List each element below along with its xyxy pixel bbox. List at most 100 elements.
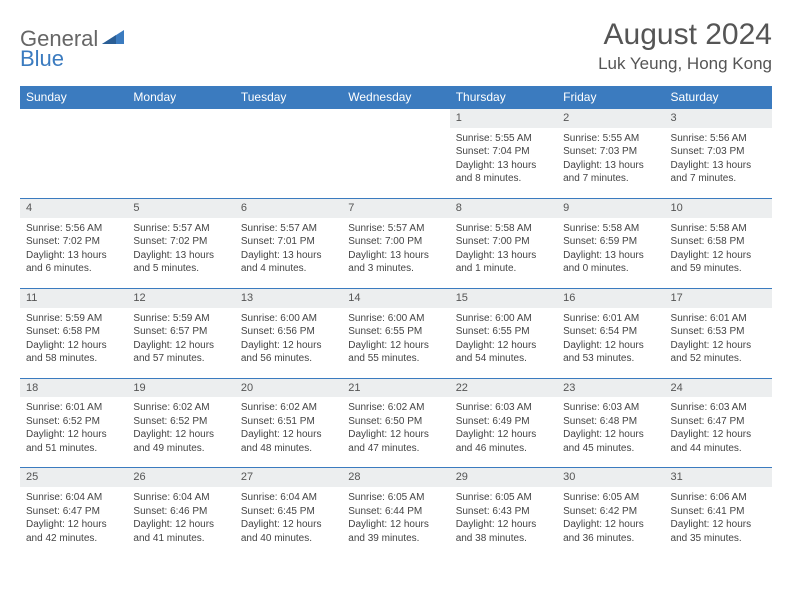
day-cell: Sunrise: 6:04 AMSunset: 6:47 PMDaylight:… [20, 487, 127, 557]
sunset-line: Sunset: 6:59 PM [563, 235, 658, 249]
logo-triangle-icon [102, 30, 124, 44]
sunrise-line: Sunrise: 6:01 AM [26, 401, 121, 415]
day-cell: Sunrise: 6:00 AMSunset: 6:55 PMDaylight:… [450, 308, 557, 379]
day-number-cell: 9 [557, 198, 664, 217]
daylight-line: Daylight: 12 hours and 58 minutes. [26, 339, 121, 366]
sunset-line: Sunset: 7:02 PM [26, 235, 121, 249]
day-number-cell: 30 [557, 468, 664, 487]
day-details: Sunrise: 6:04 AMSunset: 6:47 PMDaylight:… [20, 487, 127, 551]
weekday-header: Saturday [665, 86, 772, 109]
sunset-line: Sunset: 6:58 PM [671, 235, 766, 249]
calendar-body: 123Sunrise: 5:55 AMSunset: 7:04 PMDaylig… [20, 109, 772, 558]
day-cell: Sunrise: 5:58 AMSunset: 7:00 PMDaylight:… [450, 218, 557, 289]
daylight-line: Daylight: 12 hours and 38 minutes. [456, 518, 551, 545]
sunset-line: Sunset: 7:00 PM [348, 235, 443, 249]
sunrise-line: Sunrise: 6:02 AM [348, 401, 443, 415]
daylight-line: Daylight: 12 hours and 45 minutes. [563, 428, 658, 455]
daylight-line: Daylight: 12 hours and 39 minutes. [348, 518, 443, 545]
day-content-row: Sunrise: 6:04 AMSunset: 6:47 PMDaylight:… [20, 487, 772, 557]
day-number-cell: 14 [342, 288, 449, 307]
day-cell: Sunrise: 5:57 AMSunset: 7:02 PMDaylight:… [127, 218, 234, 289]
day-number-cell: 24 [665, 378, 772, 397]
sunrise-line: Sunrise: 6:05 AM [456, 491, 551, 505]
sunset-line: Sunset: 7:03 PM [563, 145, 658, 159]
day-cell: Sunrise: 5:56 AMSunset: 7:03 PMDaylight:… [665, 128, 772, 199]
day-details: Sunrise: 6:03 AMSunset: 6:47 PMDaylight:… [665, 397, 772, 461]
daylight-line: Daylight: 13 hours and 8 minutes. [456, 159, 551, 186]
blank-day-cell [235, 128, 342, 199]
day-number-cell: 27 [235, 468, 342, 487]
daylight-line: Daylight: 13 hours and 6 minutes. [26, 249, 121, 276]
day-cell: Sunrise: 5:57 AMSunset: 7:00 PMDaylight:… [342, 218, 449, 289]
day-details: Sunrise: 6:04 AMSunset: 6:45 PMDaylight:… [235, 487, 342, 551]
day-cell: Sunrise: 6:02 AMSunset: 6:50 PMDaylight:… [342, 397, 449, 468]
weekday-header: Wednesday [342, 86, 449, 109]
sunrise-line: Sunrise: 5:58 AM [563, 222, 658, 236]
day-cell: Sunrise: 6:05 AMSunset: 6:44 PMDaylight:… [342, 487, 449, 557]
day-number-cell: 22 [450, 378, 557, 397]
weekday-header: Monday [127, 86, 234, 109]
sunset-line: Sunset: 7:02 PM [133, 235, 228, 249]
day-number-row: 11121314151617 [20, 288, 772, 307]
sunset-line: Sunset: 6:41 PM [671, 505, 766, 519]
daylight-line: Daylight: 12 hours and 56 minutes. [241, 339, 336, 366]
day-number-cell: 13 [235, 288, 342, 307]
sunset-line: Sunset: 6:42 PM [563, 505, 658, 519]
sunrise-line: Sunrise: 5:56 AM [671, 132, 766, 146]
day-number-cell: 16 [557, 288, 664, 307]
sunset-line: Sunset: 6:44 PM [348, 505, 443, 519]
day-content-row: Sunrise: 5:55 AMSunset: 7:04 PMDaylight:… [20, 128, 772, 199]
day-number-cell: 11 [20, 288, 127, 307]
weekday-header-row: SundayMondayTuesdayWednesdayThursdayFrid… [20, 86, 772, 109]
logo-word-blue: Blue [20, 46, 64, 72]
day-details: Sunrise: 6:03 AMSunset: 6:48 PMDaylight:… [557, 397, 664, 461]
day-number-row: 123 [20, 109, 772, 128]
day-details: Sunrise: 6:01 AMSunset: 6:52 PMDaylight:… [20, 397, 127, 461]
daylight-line: Daylight: 12 hours and 41 minutes. [133, 518, 228, 545]
daylight-line: Daylight: 12 hours and 44 minutes. [671, 428, 766, 455]
sunrise-line: Sunrise: 6:02 AM [241, 401, 336, 415]
day-cell: Sunrise: 6:00 AMSunset: 6:55 PMDaylight:… [342, 308, 449, 379]
sunrise-line: Sunrise: 5:57 AM [241, 222, 336, 236]
day-details: Sunrise: 6:05 AMSunset: 6:43 PMDaylight:… [450, 487, 557, 551]
day-cell: Sunrise: 6:03 AMSunset: 6:48 PMDaylight:… [557, 397, 664, 468]
sunset-line: Sunset: 6:45 PM [241, 505, 336, 519]
day-cell: Sunrise: 5:58 AMSunset: 6:59 PMDaylight:… [557, 218, 664, 289]
day-number-cell: 10 [665, 198, 772, 217]
daylight-line: Daylight: 12 hours and 49 minutes. [133, 428, 228, 455]
sunrise-line: Sunrise: 5:57 AM [133, 222, 228, 236]
day-content-row: Sunrise: 5:56 AMSunset: 7:02 PMDaylight:… [20, 218, 772, 289]
day-number-row: 18192021222324 [20, 378, 772, 397]
sunset-line: Sunset: 6:50 PM [348, 415, 443, 429]
sunset-line: Sunset: 7:04 PM [456, 145, 551, 159]
day-number-row: 25262728293031 [20, 468, 772, 487]
sunrise-line: Sunrise: 5:59 AM [133, 312, 228, 326]
sunset-line: Sunset: 6:53 PM [671, 325, 766, 339]
day-cell: Sunrise: 6:01 AMSunset: 6:52 PMDaylight:… [20, 397, 127, 468]
daylight-line: Daylight: 12 hours and 53 minutes. [563, 339, 658, 366]
sunrise-line: Sunrise: 6:00 AM [241, 312, 336, 326]
day-number-cell: 2 [557, 109, 664, 128]
blank-day-cell [127, 128, 234, 199]
sunrise-line: Sunrise: 6:04 AM [26, 491, 121, 505]
daylight-line: Daylight: 13 hours and 7 minutes. [563, 159, 658, 186]
location-label: Luk Yeung, Hong Kong [598, 54, 772, 74]
day-number-cell: 28 [342, 468, 449, 487]
daylight-line: Daylight: 13 hours and 1 minute. [456, 249, 551, 276]
day-number-cell: 12 [127, 288, 234, 307]
calendar-head: SundayMondayTuesdayWednesdayThursdayFrid… [20, 86, 772, 109]
month-title: August 2024 [598, 18, 772, 52]
sunset-line: Sunset: 6:46 PM [133, 505, 228, 519]
blank-daynum-cell [20, 109, 127, 128]
sunset-line: Sunset: 7:00 PM [456, 235, 551, 249]
day-details: Sunrise: 6:01 AMSunset: 6:53 PMDaylight:… [665, 308, 772, 372]
sunset-line: Sunset: 6:43 PM [456, 505, 551, 519]
day-cell: Sunrise: 5:55 AMSunset: 7:03 PMDaylight:… [557, 128, 664, 199]
sunset-line: Sunset: 7:01 PM [241, 235, 336, 249]
sunrise-line: Sunrise: 5:55 AM [563, 132, 658, 146]
sunrise-line: Sunrise: 6:00 AM [456, 312, 551, 326]
calendar-table: SundayMondayTuesdayWednesdayThursdayFrid… [20, 86, 772, 557]
day-details: Sunrise: 5:59 AMSunset: 6:57 PMDaylight:… [127, 308, 234, 372]
sunset-line: Sunset: 6:56 PM [241, 325, 336, 339]
day-cell: Sunrise: 5:57 AMSunset: 7:01 PMDaylight:… [235, 218, 342, 289]
